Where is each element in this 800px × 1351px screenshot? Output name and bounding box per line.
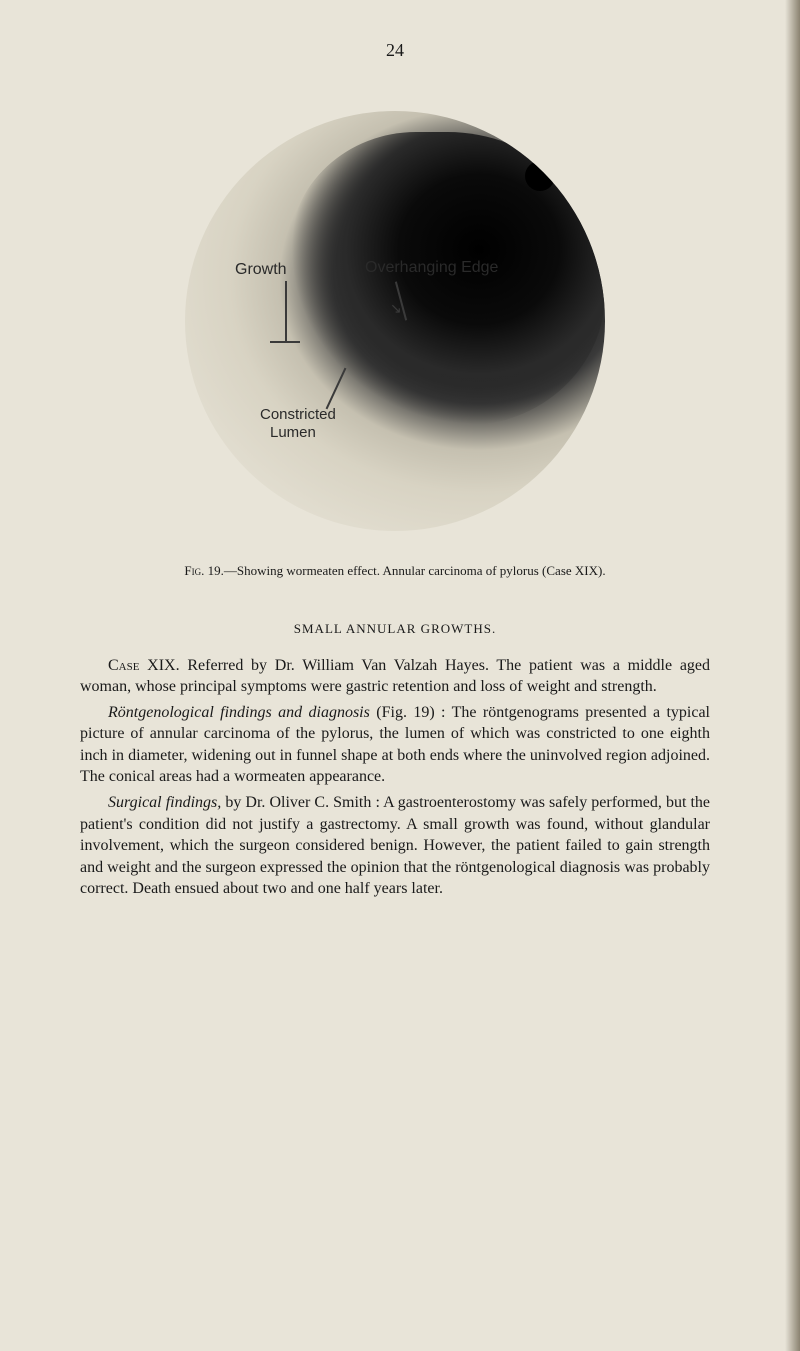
annotation-constricted: Constricted <box>260 406 336 423</box>
figure-number: 19. <box>208 563 224 578</box>
figure-label: Fig. <box>184 563 204 578</box>
page-number: 24 <box>80 40 710 61</box>
xray-image <box>185 111 605 531</box>
annotation-growth: Growth <box>235 261 287 279</box>
annotation-line <box>285 281 287 341</box>
paragraph-surgical: Surgical findings, by Dr. Oliver C. Smit… <box>80 792 710 900</box>
italic-heading: Röntgenological findings and diagnosis <box>108 704 370 721</box>
italic-heading: Surgical findings, <box>108 794 221 811</box>
page-edge-shadow <box>785 0 800 1351</box>
annotation-overhanging-edge: Overhanging Edge <box>365 259 498 277</box>
figure-caption-text: —Showing wormeaten effect. Annular carci… <box>224 563 606 578</box>
figure-caption: Fig. 19.—Showing wormeaten effect. Annul… <box>145 561 645 581</box>
section-heading: SMALL ANNULAR GROWTHS. <box>80 621 710 637</box>
case-label: Case XIX. <box>108 657 180 674</box>
annotation-arrow: ↘ <box>390 301 402 318</box>
paragraph-findings: Röntgenological findings and diagnosis (… <box>80 702 710 788</box>
image-spot <box>525 161 555 191</box>
annotation-lumen: Lumen <box>270 424 316 441</box>
paragraph-case: Case XIX. Referred by Dr. William Van Va… <box>80 655 710 698</box>
annotation-line <box>270 341 300 343</box>
figure-container: Growth Overhanging Edge Constricted Lume… <box>185 111 605 531</box>
